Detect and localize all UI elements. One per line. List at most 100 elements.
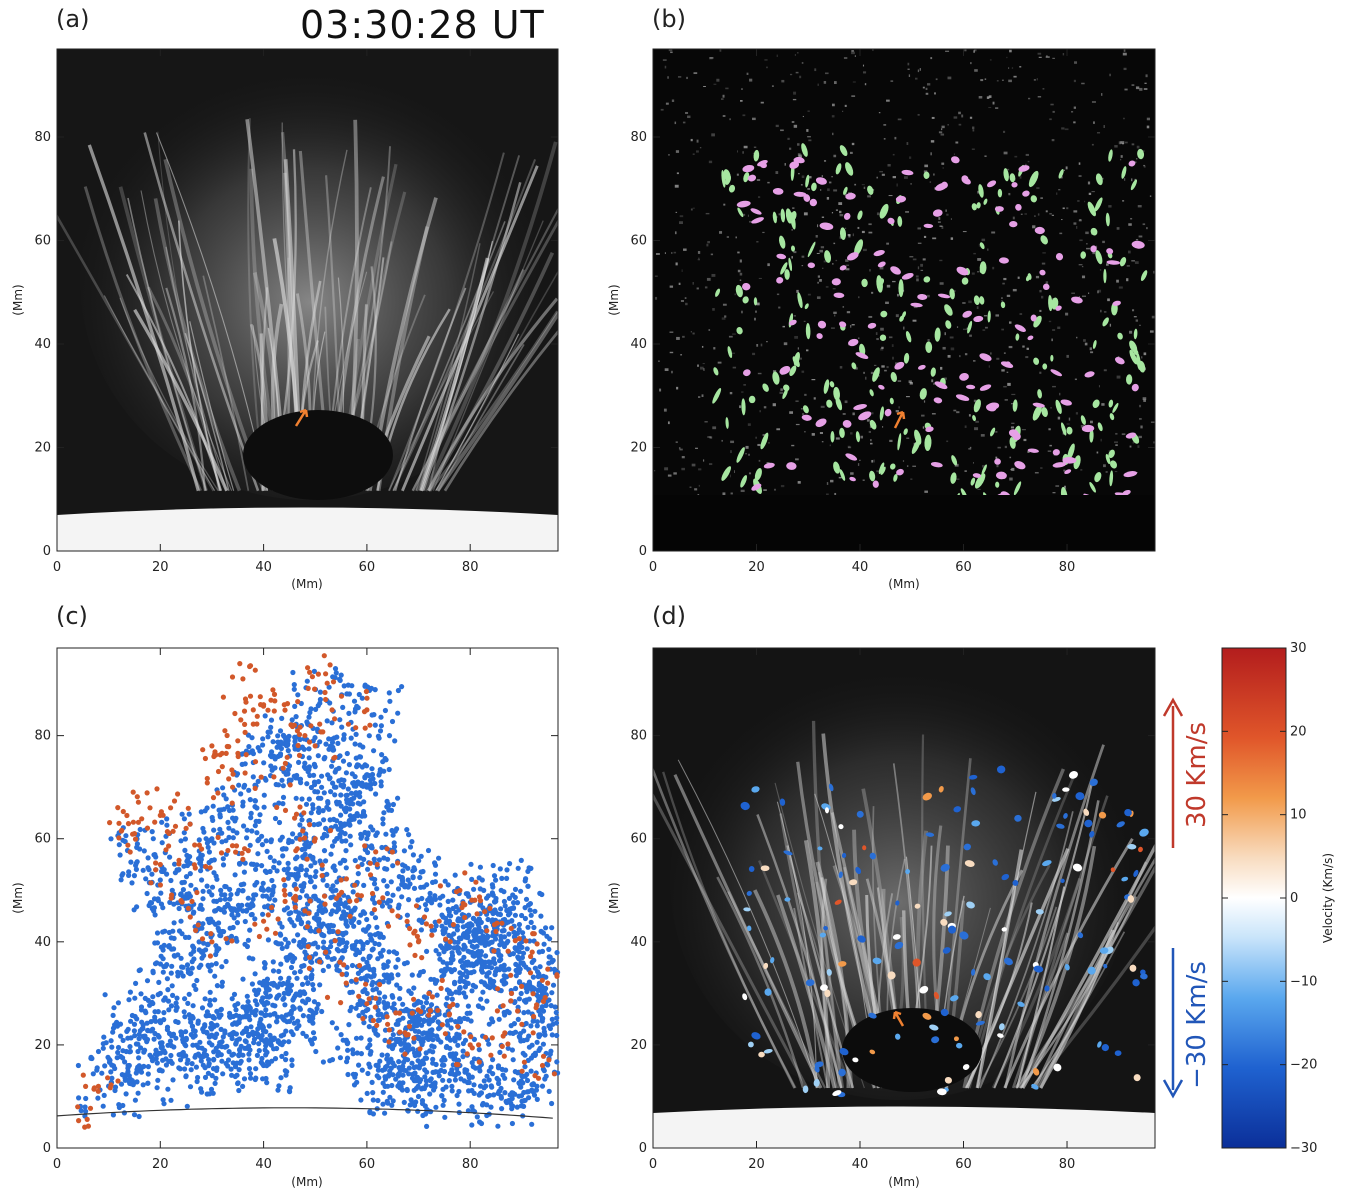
data-point-cluster xyxy=(299,963,305,970)
data-point-cluster xyxy=(153,1047,159,1053)
data-point-cluster xyxy=(354,1050,360,1056)
data-point-cluster xyxy=(222,896,228,902)
data-point xyxy=(343,918,349,924)
data-point-cluster xyxy=(262,713,268,719)
data-point-cluster xyxy=(114,1019,120,1025)
data-point-cluster xyxy=(372,780,378,787)
data-point xyxy=(168,805,174,811)
data-point-cluster xyxy=(486,959,492,965)
data-point-cluster xyxy=(220,856,226,862)
data-point-cluster xyxy=(504,867,510,873)
data-point xyxy=(183,825,189,832)
data-point-cluster xyxy=(346,1022,352,1028)
data-point-cluster xyxy=(399,1087,405,1093)
velocity-blob xyxy=(834,899,842,905)
data-point-cluster xyxy=(285,860,291,867)
velocity-blob xyxy=(855,866,862,875)
data-point-cluster xyxy=(311,668,317,675)
data-point-cluster xyxy=(536,949,542,955)
data-point-cluster xyxy=(394,950,400,957)
data-point xyxy=(354,764,360,770)
data-point-cluster xyxy=(415,1083,421,1089)
data-point-cluster xyxy=(362,725,368,731)
data-point-cluster xyxy=(105,1075,111,1081)
data-point-cluster xyxy=(296,1023,302,1029)
data-point-cluster xyxy=(324,680,330,686)
data-point-cluster xyxy=(511,1077,517,1083)
data-point-cluster xyxy=(525,868,531,875)
data-point-cluster xyxy=(496,958,503,964)
data-point-cluster xyxy=(220,1034,226,1040)
data-point-cluster xyxy=(266,1023,272,1029)
data-point-cluster xyxy=(307,772,313,779)
data-point-cluster xyxy=(213,908,219,914)
data-point-cluster xyxy=(514,947,521,954)
data-point-cluster xyxy=(392,738,398,744)
data-point-cluster xyxy=(259,1055,265,1062)
data-point-cluster xyxy=(210,795,217,801)
data-point-cluster xyxy=(118,1053,124,1060)
data-point-cluster xyxy=(206,859,212,866)
data-point-cluster xyxy=(224,940,230,946)
data-point-cluster xyxy=(159,840,165,846)
data-point-cluster xyxy=(255,778,261,785)
data-point-cluster xyxy=(297,822,303,828)
data-point xyxy=(467,939,473,945)
data-point-cluster xyxy=(243,1039,249,1045)
data-point-cluster xyxy=(282,707,288,713)
velocity-blob xyxy=(1069,771,1078,779)
data-point xyxy=(302,949,308,955)
data-point-cluster xyxy=(235,1080,241,1086)
velocity-blob xyxy=(1114,1050,1122,1056)
data-point-cluster xyxy=(389,1102,395,1108)
data-point-cluster xyxy=(80,1072,86,1078)
data-point-cluster xyxy=(158,1050,164,1056)
data-point-cluster xyxy=(411,1002,417,1008)
data-point-cluster xyxy=(102,992,108,998)
data-point-cluster xyxy=(428,1076,434,1082)
data-point-cluster xyxy=(199,906,205,912)
data-point-cluster xyxy=(502,1030,508,1036)
data-point-cluster xyxy=(380,1089,386,1095)
data-point-cluster xyxy=(525,883,531,889)
data-point-cluster xyxy=(377,767,383,773)
data-point-cluster xyxy=(478,979,484,985)
data-point-cluster xyxy=(127,1044,133,1050)
data-point-cluster xyxy=(190,1003,196,1009)
x-tick-label: 20 xyxy=(748,1157,765,1172)
data-point-cluster xyxy=(280,794,287,801)
data-point-cluster xyxy=(455,948,461,954)
data-point-cluster xyxy=(393,964,399,970)
data-point-cluster xyxy=(371,973,377,979)
data-point-cluster xyxy=(193,927,199,934)
data-point-cluster xyxy=(171,946,177,952)
x-tick-label: 60 xyxy=(955,560,972,575)
data-point xyxy=(545,980,551,986)
data-point-cluster xyxy=(532,908,538,914)
data-point-cluster xyxy=(206,919,212,926)
data-point-cluster xyxy=(135,1064,141,1070)
data-point-cluster xyxy=(360,956,366,962)
data-point-cluster xyxy=(304,867,310,873)
data-point-cluster xyxy=(215,1049,221,1055)
data-point-cluster xyxy=(100,1045,106,1051)
data-point-cluster xyxy=(164,871,170,877)
data-point-cluster xyxy=(151,1036,157,1042)
data-point-cluster xyxy=(335,740,341,747)
data-point-cluster xyxy=(206,849,212,855)
data-point-cluster xyxy=(127,1048,133,1055)
data-point-cluster xyxy=(270,739,276,745)
data-point-cluster xyxy=(291,686,297,692)
data-point-cluster xyxy=(332,754,338,761)
data-point-cluster xyxy=(339,724,345,730)
data-point-cluster xyxy=(180,887,186,893)
data-point-cluster xyxy=(196,856,202,862)
data-point-cluster xyxy=(334,799,340,805)
y-tick-label: 20 xyxy=(34,440,51,455)
data-point-cluster xyxy=(216,807,222,813)
data-point-cluster xyxy=(117,1021,124,1027)
data-point-cluster xyxy=(352,882,358,888)
data-point-cluster xyxy=(186,811,192,817)
data-point-cluster xyxy=(272,1011,278,1017)
data-point xyxy=(323,825,329,832)
